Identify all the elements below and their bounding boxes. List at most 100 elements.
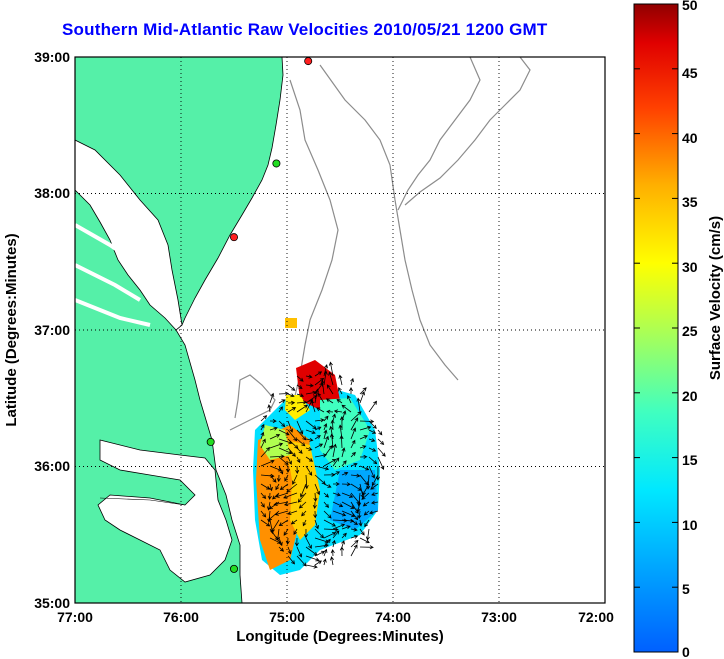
- current-arrow: [325, 398, 334, 404]
- current-arrow: [287, 420, 294, 433]
- current-arrow: [293, 528, 298, 535]
- lat-tick: 39:00: [34, 49, 70, 65]
- current-arrow: [267, 404, 272, 413]
- current-arrow: [338, 374, 343, 386]
- current-arrow: [350, 534, 359, 539]
- current-arrow: [305, 537, 312, 549]
- colorbar-tick: 35: [682, 194, 698, 210]
- lon-tick: 72:00: [578, 609, 614, 625]
- current-arrow: [296, 456, 301, 464]
- current-arrow: [290, 519, 298, 525]
- current-arrow: [313, 510, 318, 519]
- current-arrow: [336, 398, 343, 404]
- colorbar-tick: 30: [682, 259, 698, 275]
- current-arrow: [296, 420, 304, 435]
- current-arrow: [341, 471, 349, 476]
- lat-lon-grid: [75, 57, 605, 603]
- current-arrow: [331, 539, 336, 548]
- current-arrow: [323, 472, 336, 477]
- current-arrow: [341, 501, 355, 509]
- current-arrow: [323, 510, 332, 519]
- current-arrow: [287, 384, 296, 391]
- current-arrow: [359, 528, 365, 536]
- current-arrow: [287, 400, 296, 405]
- current-arrow: [323, 483, 332, 488]
- current-arrow: [305, 437, 314, 442]
- current-arrow: [283, 528, 289, 536]
- current-arrow: [338, 387, 343, 395]
- current-arrow: [302, 519, 307, 527]
- current-arrow: [317, 392, 325, 404]
- current-arrow: [323, 538, 331, 548]
- current-arrow: [359, 474, 369, 486]
- current-arrow: [274, 510, 289, 516]
- current-arrow: [332, 501, 344, 508]
- current-arrow: [287, 429, 298, 442]
- current-arrow: [369, 510, 379, 515]
- current-arrow: [278, 519, 289, 527]
- current-arrow: [305, 429, 316, 435]
- current-arrow: [329, 433, 334, 449]
- current-arrow: [305, 420, 317, 430]
- current-arrow: [333, 409, 343, 414]
- current-arrow: [341, 492, 354, 498]
- current-arrow: [328, 371, 334, 386]
- lon-tick: 77:00: [57, 609, 93, 625]
- current-arrow: [341, 482, 351, 487]
- colorbar-tick: 0: [682, 644, 690, 659]
- current-arrow: [278, 456, 289, 466]
- current-arrow: [330, 556, 335, 566]
- current-arrow: [362, 501, 370, 507]
- current-arrow: [370, 483, 379, 490]
- y-axis-label: Latitude (Degrees:Minutes): [3, 233, 20, 426]
- current-arrow: [260, 431, 265, 440]
- current-arrow: [332, 481, 340, 487]
- current-arrow: [292, 474, 298, 485]
- current-arrow: [314, 426, 322, 431]
- colorbar-gradient: [633, 3, 679, 653]
- current-arrow: [260, 501, 265, 508]
- current-arrow: [350, 527, 358, 532]
- current-arrow: [350, 473, 361, 478]
- current-arrow: [260, 415, 268, 422]
- current-arrow: [278, 546, 285, 552]
- current-arrow: [268, 501, 280, 510]
- current-arrow: [350, 451, 356, 458]
- current-arrow: [304, 474, 309, 490]
- current-arrow: [260, 519, 271, 527]
- current-arrow: [341, 460, 347, 467]
- current-arrow: [286, 483, 298, 493]
- current-arrow: [350, 462, 358, 467]
- map-title: Southern Mid-Atlantic Raw Velocities 201…: [62, 20, 548, 39]
- current-arrow: [328, 361, 334, 377]
- current-arrow: [359, 435, 368, 440]
- colorbar-tick: 10: [682, 517, 698, 533]
- current-arrow: [359, 419, 375, 424]
- current-arrow: [260, 423, 265, 431]
- current-arrow: [377, 447, 386, 457]
- current-arrow: [301, 510, 307, 517]
- current-arrow: [363, 510, 370, 516]
- current-arrow: [348, 387, 354, 395]
- current-arrow: [314, 371, 323, 377]
- current-arrow: [296, 438, 306, 447]
- current-arrow: [323, 531, 337, 539]
- chesapeake-bay: [75, 139, 183, 331]
- current-arrow: [275, 492, 289, 498]
- current-arrow: [296, 384, 303, 390]
- current-arrow: [260, 438, 266, 449]
- current-arrow: [361, 492, 370, 500]
- current-arrow: [359, 465, 370, 471]
- current-arrow: [332, 443, 337, 458]
- radar-station-marker: [229, 564, 238, 573]
- current-arrow: [287, 393, 295, 398]
- current-arrow: [284, 474, 289, 482]
- current-arrow: [298, 501, 307, 509]
- current-arrow: [283, 492, 298, 499]
- current-arrow: [359, 454, 368, 459]
- current-arrow: [329, 425, 334, 440]
- colorbar-tick: 45: [682, 65, 698, 81]
- current-arrow: [323, 445, 333, 458]
- current-arrow: [358, 519, 363, 527]
